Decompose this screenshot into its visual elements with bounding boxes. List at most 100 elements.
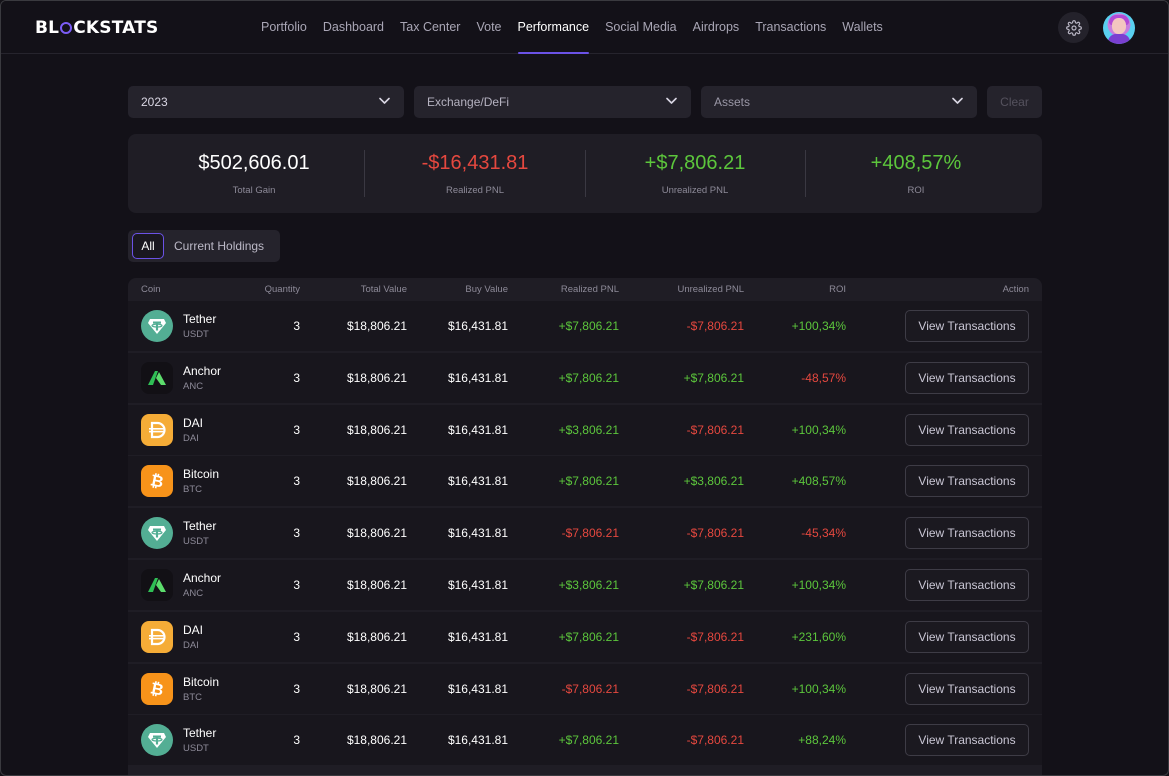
bitcoin-icon: ₿ bbox=[141, 672, 173, 705]
svg-text:₿: ₿ bbox=[149, 471, 166, 491]
quantity-cell: 3 bbox=[293, 629, 300, 644]
source-select[interactable]: Exchange/DeFi bbox=[414, 86, 691, 118]
coin-name: Bitcoin bbox=[183, 467, 220, 482]
col-roi: ROI bbox=[829, 284, 846, 295]
stat-total-gain-value: $502,606.01 bbox=[198, 152, 310, 174]
coin-name: Tether bbox=[183, 726, 217, 741]
unrealized-pnl-cell: -$7,806.21 bbox=[686, 681, 744, 696]
view-transactions-button[interactable]: View Transactions bbox=[905, 465, 1029, 498]
assets-select[interactable]: Assets bbox=[701, 86, 977, 118]
stat-total-gain-label: Total Gain bbox=[232, 185, 276, 196]
coin-symbol: DAI bbox=[183, 639, 199, 651]
tether-icon bbox=[141, 724, 173, 757]
stat-total-gain: $502,606.01 Total Gain bbox=[144, 134, 364, 213]
total-value-cell: $18,806.21 bbox=[346, 526, 407, 541]
coin-symbol: BTC bbox=[183, 691, 202, 703]
view-transactions-button[interactable]: View Transactions bbox=[905, 361, 1029, 394]
gear-icon bbox=[1065, 19, 1082, 36]
dai-icon bbox=[141, 413, 173, 446]
nav-tax-center[interactable]: Tax Center bbox=[400, 20, 461, 34]
coin-symbol: BTC bbox=[183, 484, 202, 496]
coin-name: Bitcoin bbox=[183, 674, 220, 689]
roi-cell: +231,60% bbox=[791, 629, 846, 644]
unrealized-pnl-cell: -$7,806.21 bbox=[686, 319, 744, 333]
bitcoin-icon: ₿ bbox=[141, 465, 173, 498]
view-transactions-button[interactable]: View Transactions bbox=[905, 310, 1029, 342]
nav-portfolio[interactable]: Portfolio bbox=[261, 20, 307, 34]
realized-pnl-cell: +$7,806.21 bbox=[558, 629, 619, 644]
col-total-value: Total Value bbox=[360, 284, 407, 295]
main-nav: Portfolio Dashboard Tax Center Vote Perf… bbox=[253, 1, 891, 54]
nav-airdrops[interactable]: Airdrops bbox=[692, 20, 740, 34]
view-transactions-button[interactable]: View Transactions bbox=[905, 672, 1029, 705]
buy-value-cell: $16,431.81 bbox=[447, 578, 508, 592]
buy-value-cell: $16,431.81 bbox=[447, 733, 508, 748]
tab-current-holdings[interactable]: Current Holdings bbox=[174, 239, 265, 253]
coin-name: DAI bbox=[183, 622, 204, 637]
stat-unrealized-pnl: +$7,806.21 Unrealized PNL bbox=[585, 134, 805, 213]
nav-wallets[interactable]: Wallets bbox=[842, 20, 883, 34]
col-realized-pnl: Realized PNL bbox=[560, 284, 619, 295]
coin-name: Tether bbox=[183, 519, 217, 534]
anchor-icon bbox=[141, 361, 173, 394]
nav-dashboard[interactable]: Dashboard bbox=[322, 20, 385, 34]
tab-all[interactable]: All bbox=[132, 233, 164, 259]
coin-symbol: USDT bbox=[183, 329, 209, 340]
view-transactions-button[interactable]: View Transactions bbox=[905, 620, 1029, 653]
view-transactions-button[interactable]: View Transactions bbox=[905, 569, 1029, 601]
view-transactions-button[interactable]: View Transactions bbox=[905, 413, 1029, 446]
total-value-cell: $18,806.21 bbox=[346, 474, 407, 489]
buy-value-cell: $16,431.81 bbox=[447, 526, 508, 541]
realized-pnl-cell: +$7,806.21 bbox=[558, 370, 619, 385]
total-value-cell: $18,806.21 bbox=[346, 629, 407, 644]
settings-button[interactable] bbox=[1058, 12, 1089, 43]
realized-pnl-cell: +$7,806.21 bbox=[558, 319, 619, 333]
year-select[interactable]: 2023 bbox=[128, 86, 404, 118]
unrealized-pnl-cell: +$7,806.21 bbox=[683, 578, 744, 592]
view-transactions-button[interactable]: View Transactions bbox=[905, 517, 1029, 550]
nav-social-media[interactable]: Social Media bbox=[605, 20, 677, 34]
buy-value-cell: $16,431.81 bbox=[447, 474, 508, 489]
total-value-cell: $18,806.21 bbox=[346, 422, 407, 437]
roi-cell: -48,57% bbox=[801, 370, 846, 385]
total-value-cell: $18,806.21 bbox=[346, 319, 407, 333]
summary-stats-panel: $502,606.01 Total Gain -$16,431.81 Reali… bbox=[128, 134, 1042, 213]
realized-pnl-cell: +$3,806.21 bbox=[558, 578, 619, 592]
stat-roi-label: ROI bbox=[907, 185, 925, 196]
logo-o-ring bbox=[60, 22, 73, 34]
blockstats-logo[interactable]: BL CKSTATS bbox=[35, 18, 158, 38]
quantity-cell: 3 bbox=[293, 422, 300, 437]
nav-transactions[interactable]: Transactions bbox=[755, 20, 827, 34]
anchor-icon bbox=[141, 569, 173, 601]
user-avatar[interactable] bbox=[1103, 12, 1135, 44]
stat-roi: +408,57% ROI bbox=[806, 134, 1026, 213]
quantity-cell: 3 bbox=[293, 681, 300, 696]
logo-text-end: CKSTATS bbox=[73, 18, 159, 38]
stat-unrealized-pnl-label: Unrealized PNL bbox=[661, 185, 729, 196]
unrealized-pnl-cell: -$7,806.21 bbox=[686, 422, 744, 437]
unrealized-pnl-cell: +$3,806.21 bbox=[683, 474, 744, 489]
roi-cell: -45,34% bbox=[801, 526, 846, 541]
unrealized-pnl-cell: -$7,806.21 bbox=[686, 629, 744, 644]
buy-value-cell: $16,431.81 bbox=[447, 319, 508, 333]
quantity-cell: 3 bbox=[293, 319, 300, 333]
avatar-body bbox=[1108, 34, 1130, 44]
view-transactions-button[interactable]: View Transactions bbox=[905, 724, 1029, 757]
buy-value-cell: $16,431.81 bbox=[447, 629, 508, 644]
unrealized-pnl-cell: -$7,806.21 bbox=[686, 733, 744, 748]
col-coin: Coin bbox=[141, 284, 161, 295]
nav-performance[interactable]: Performance bbox=[510, 1, 598, 54]
avatar-face bbox=[1112, 18, 1126, 34]
stat-roi-value: +408,57% bbox=[870, 152, 962, 174]
total-value-cell: $18,806.21 bbox=[346, 578, 407, 592]
coin-name: DAI bbox=[183, 415, 204, 430]
roi-cell: +100,34% bbox=[791, 681, 846, 696]
table-row: DAI DAI 3 $18,806.21 $16,431.81 +$3,806.21 -$7… bbox=[128, 404, 1042, 455]
table-row: ₿ Bitcoin BTC 3 $18,806.21 $16,431.81 -$7,806.… bbox=[128, 663, 1042, 714]
col-buy-value: Buy Value bbox=[465, 284, 508, 295]
roi-cell: +100,34% bbox=[791, 319, 846, 333]
unrealized-pnl-cell: +$7,806.21 bbox=[683, 370, 744, 385]
clear-filters-button[interactable]: Clear bbox=[987, 86, 1042, 118]
nav-vote[interactable]: Vote bbox=[476, 20, 502, 34]
